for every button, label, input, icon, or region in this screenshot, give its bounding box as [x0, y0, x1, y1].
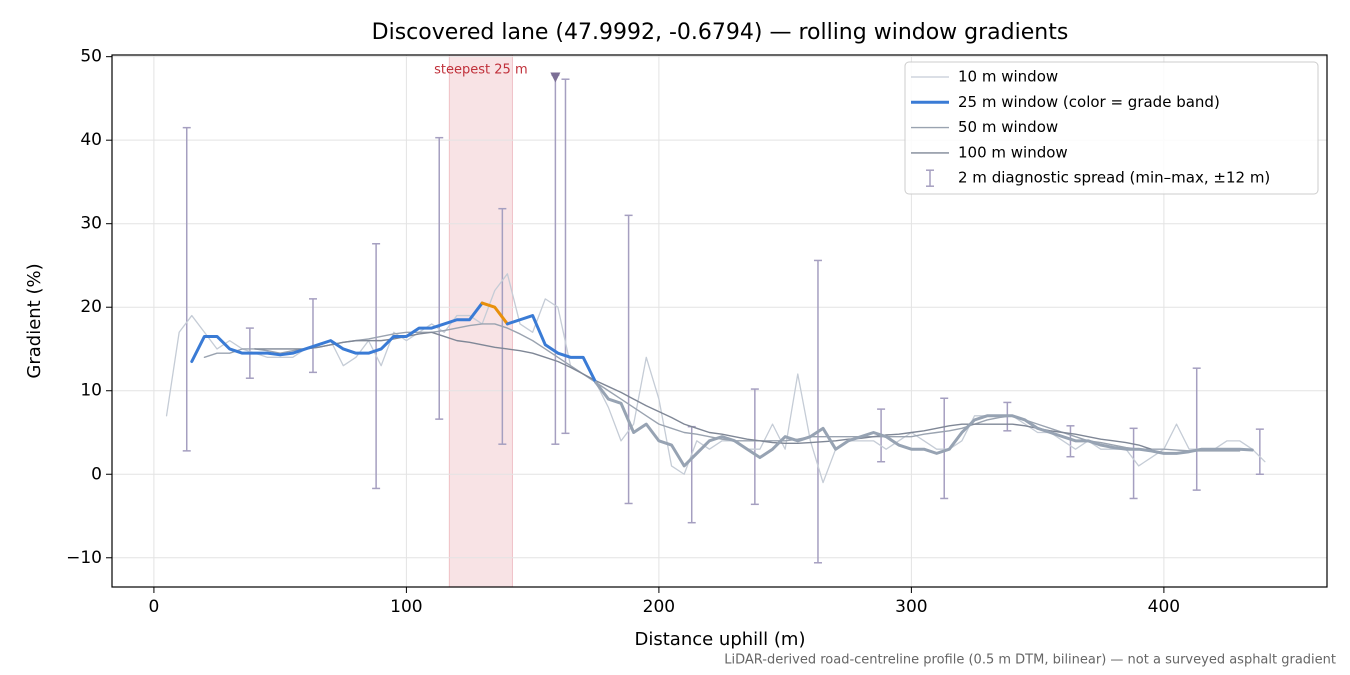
highlight-label: steepest 25 m: [434, 63, 527, 78]
x-axis-label: Distance uphill (m): [635, 629, 806, 650]
legend-label: 50 m window: [958, 118, 1058, 136]
error-bar: [1192, 367, 1201, 491]
error-bar: [813, 259, 822, 564]
series-line: [505, 314, 598, 384]
error-bar: [750, 388, 759, 506]
y-tick-label: 0: [91, 464, 102, 484]
y-tick-label: 50: [80, 47, 102, 67]
legend-label: 2 m diagnostic spread (min–max, ±12 m): [958, 169, 1270, 187]
legend-box: [904, 61, 1319, 195]
footnote: LiDAR-derived road-centreline profile (0…: [724, 653, 1336, 668]
series-line: [165, 273, 1266, 484]
series-line: [594, 380, 1254, 468]
error-bar: [561, 78, 570, 435]
legend-label: 10 m window: [958, 68, 1058, 86]
y-tick-label: −10: [66, 548, 102, 568]
x-tick-label: 100: [390, 597, 422, 617]
chart-title: Discovered lane (47.9992, -0.6794) — rol…: [372, 20, 1069, 45]
legend-label: 25 m window (color = grade band): [958, 93, 1220, 111]
x-tick-label: 0: [148, 597, 159, 617]
error-bar: [372, 242, 381, 490]
series-line: [190, 301, 484, 364]
error-bar: [182, 126, 191, 452]
y-tick-label: 10: [80, 381, 102, 401]
x-tick-label: 200: [643, 597, 675, 617]
x-tick-label: 300: [895, 597, 927, 617]
error-bar: [940, 397, 949, 500]
error-bar: [1255, 428, 1264, 476]
series-line: [480, 301, 509, 326]
error-bar: [1066, 425, 1075, 458]
error-bar: [435, 136, 444, 420]
y-tick-label: 40: [80, 130, 102, 150]
legend-label: 100 m window: [958, 143, 1068, 161]
error-bar: [624, 214, 633, 505]
x-tick-label: 400: [1148, 597, 1180, 617]
error-bar: [308, 298, 317, 374]
y-axis-label: Gradient (%): [24, 263, 45, 378]
y-tick-label: 30: [80, 214, 102, 234]
error-bar: [551, 74, 560, 445]
peak-marker: [550, 72, 561, 83]
plot-frame: [111, 54, 1328, 588]
y-tick-label: 20: [80, 297, 102, 317]
error-bar: [1129, 427, 1138, 500]
series-line: [203, 323, 1241, 452]
